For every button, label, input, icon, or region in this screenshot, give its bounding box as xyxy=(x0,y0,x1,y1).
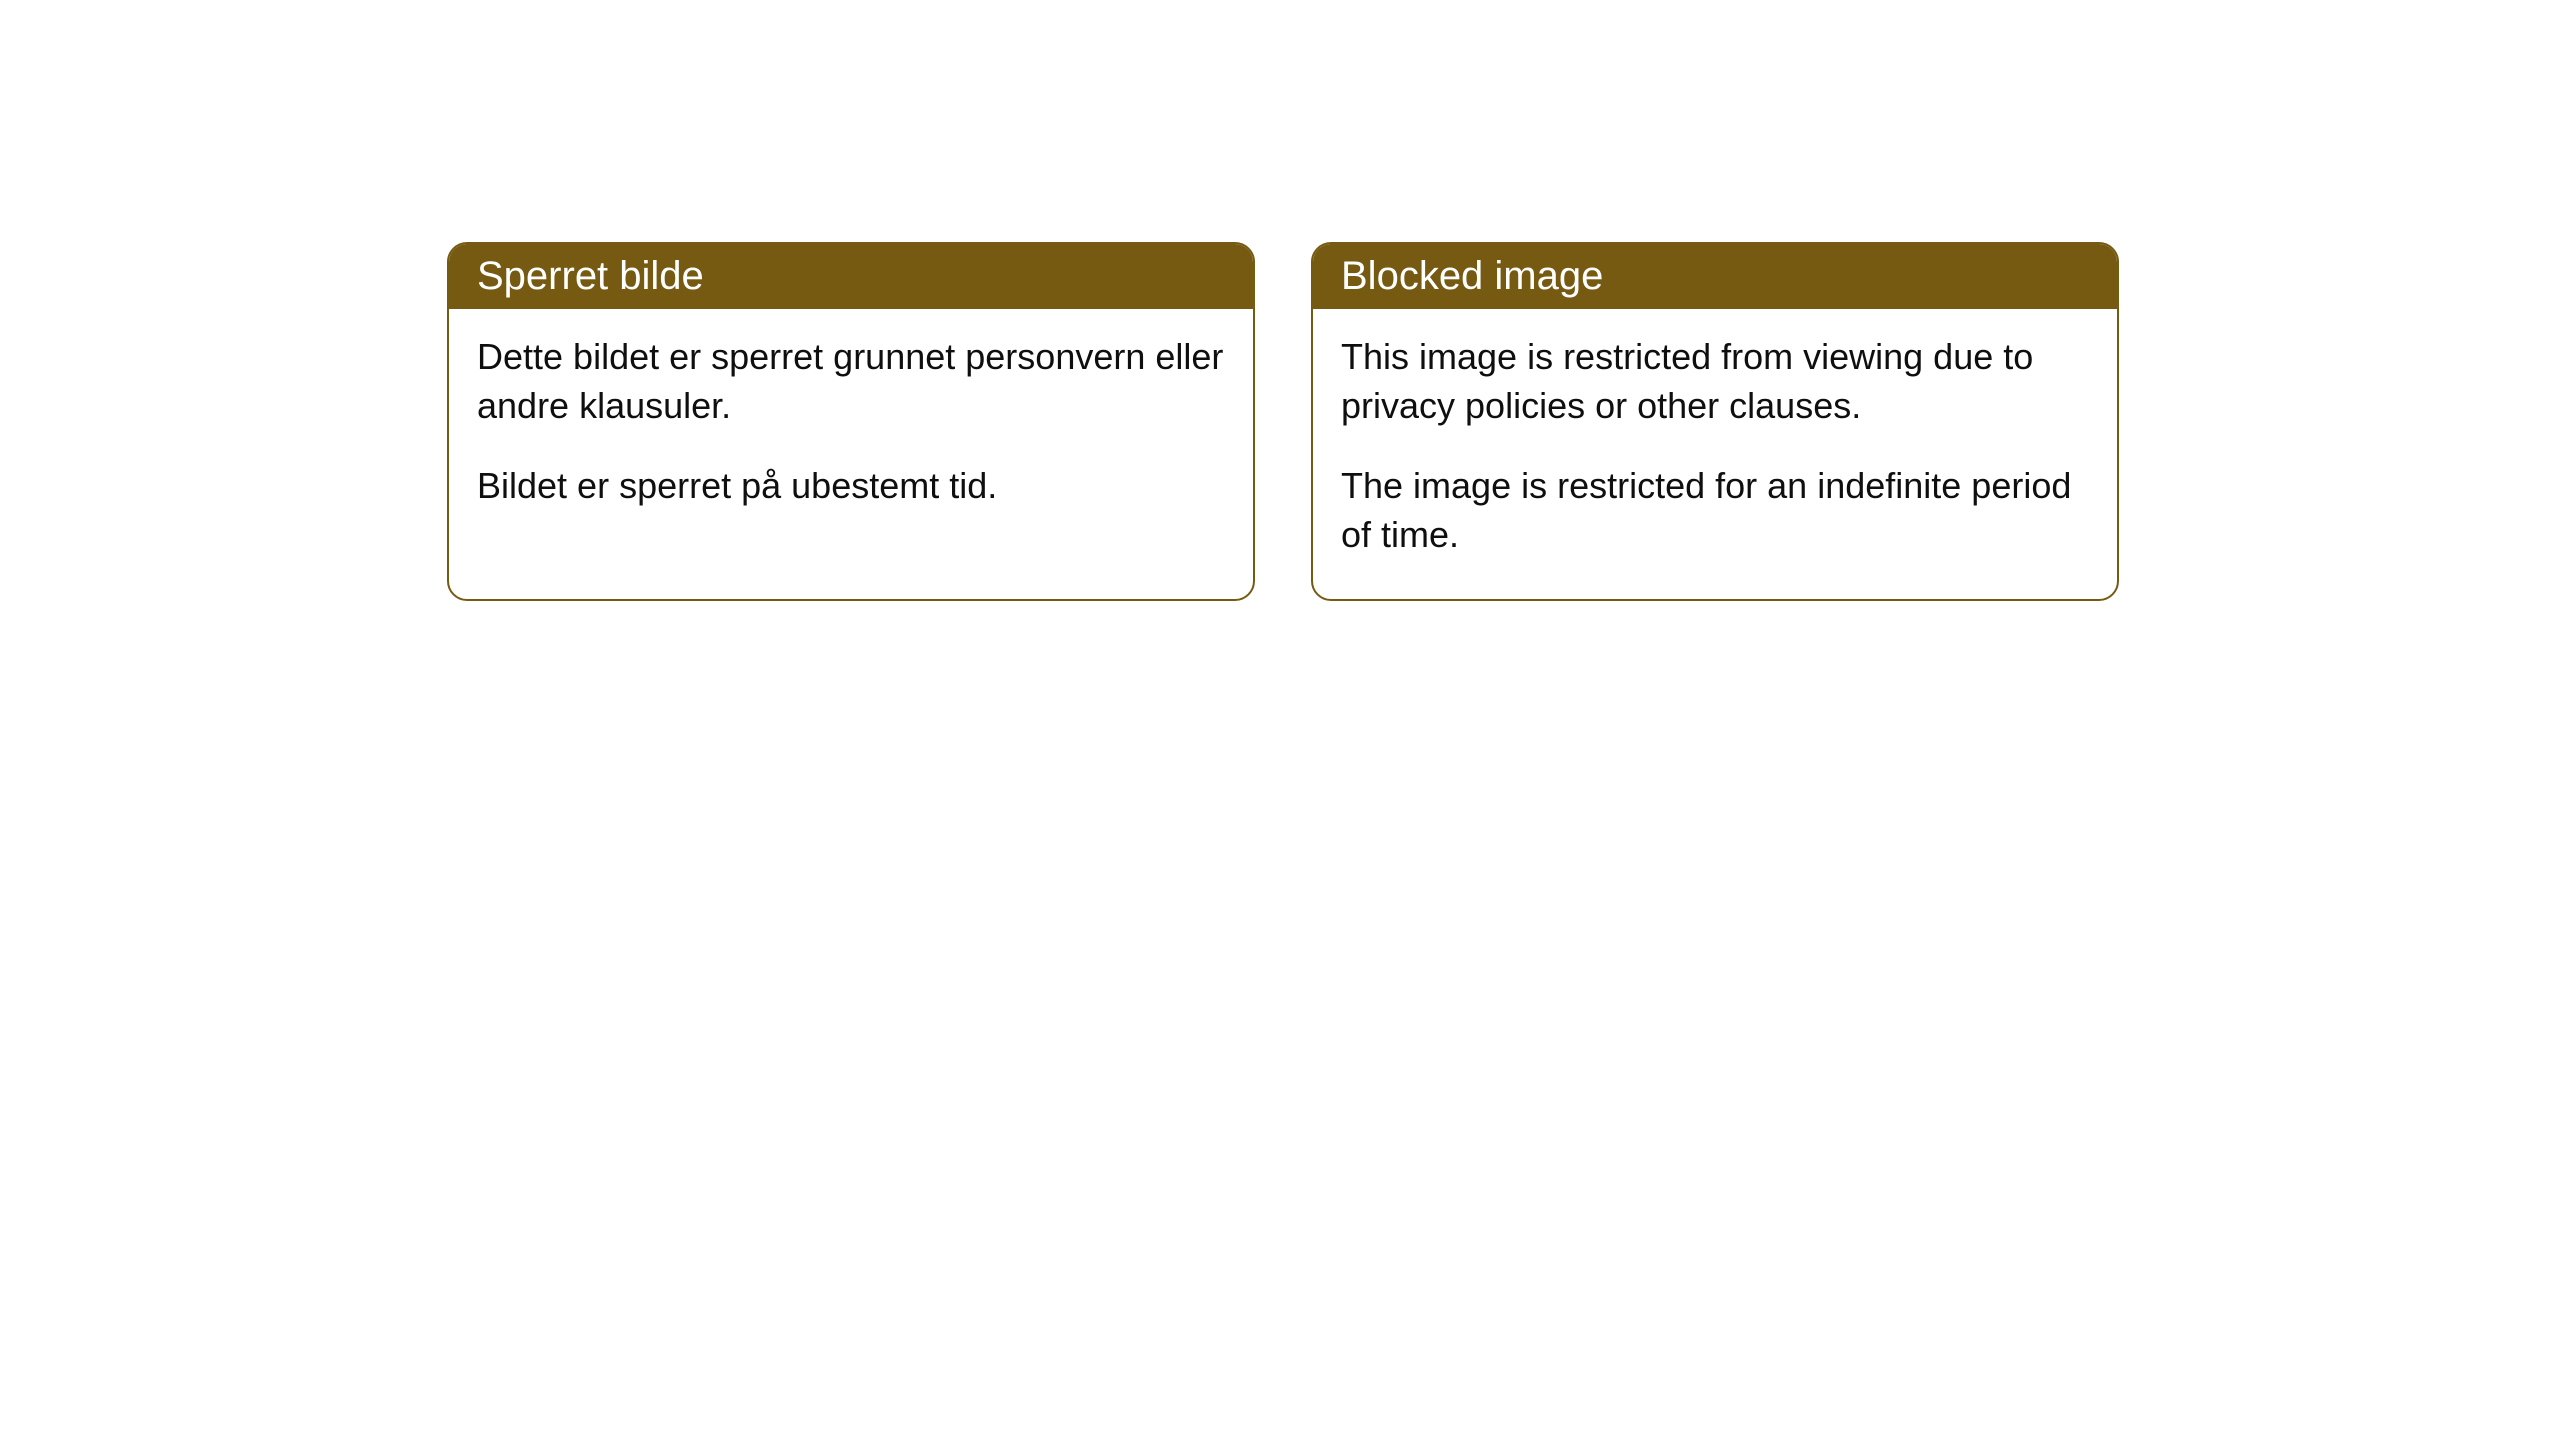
card-english: Blocked image This image is restricted f… xyxy=(1311,242,2119,601)
card-body-english: This image is restricted from viewing du… xyxy=(1313,309,2117,599)
card-title-english: Blocked image xyxy=(1341,254,1603,298)
card-paragraph-2-english: The image is restricted for an indefinit… xyxy=(1341,462,2089,559)
card-title-norwegian: Sperret bilde xyxy=(477,254,704,298)
card-header-english: Blocked image xyxy=(1313,244,2117,309)
card-paragraph-1-norwegian: Dette bildet er sperret grunnet personve… xyxy=(477,333,1225,430)
card-paragraph-1-english: This image is restricted from viewing du… xyxy=(1341,333,2089,430)
card-header-norwegian: Sperret bilde xyxy=(449,244,1253,309)
card-norwegian: Sperret bilde Dette bildet er sperret gr… xyxy=(447,242,1255,601)
card-paragraph-2-norwegian: Bildet er sperret på ubestemt tid. xyxy=(477,462,1225,511)
cards-container: Sperret bilde Dette bildet er sperret gr… xyxy=(447,242,2119,601)
card-body-norwegian: Dette bildet er sperret grunnet personve… xyxy=(449,309,1253,551)
